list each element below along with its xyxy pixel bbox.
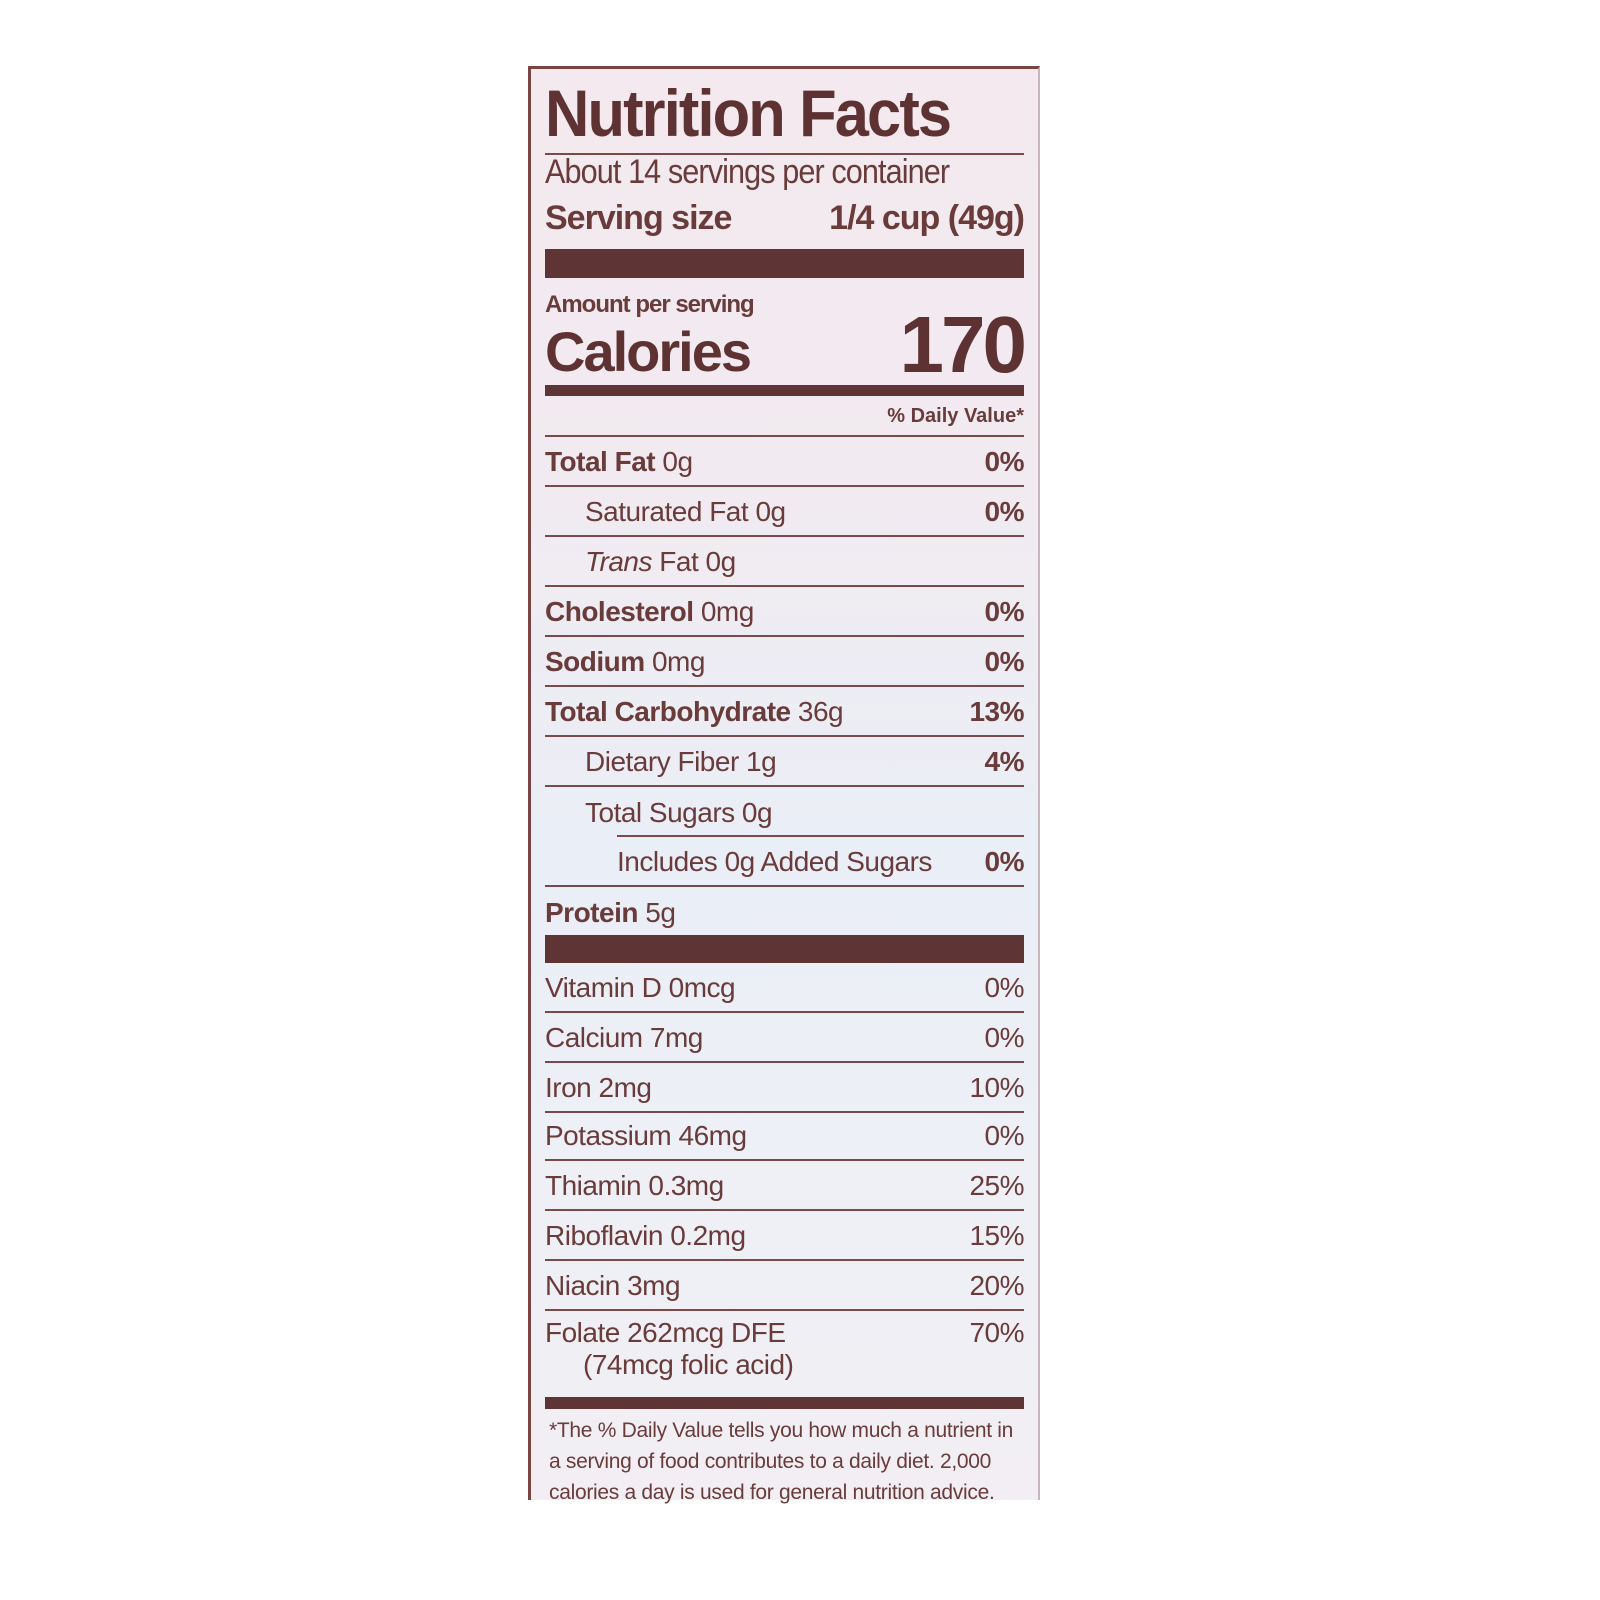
label-text: 0% <box>984 446 1025 477</box>
label-text: 70% <box>969 1317 1024 1348</box>
label-text: Total Fat <box>545 446 656 477</box>
label-text: Total Carbohydrate <box>545 696 791 727</box>
vitamin-row-potassium: Potassium 46mg 0% <box>545 1113 1025 1161</box>
label-text: 4% <box>984 746 1025 777</box>
serving-size-label: Serving size <box>545 199 732 237</box>
thick-divider <box>545 249 1024 278</box>
divider <box>617 835 1024 837</box>
label-text: Dietary Fiber <box>585 746 739 777</box>
divider <box>545 435 1024 437</box>
label-text: 0% <box>984 1120 1025 1151</box>
label-text: Sodium <box>545 646 645 677</box>
label-text: Thiamin 0.3mg <box>545 1170 724 1201</box>
nutrient-row-dietary-fiber: Dietary Fiber 1g 4% <box>545 739 1025 787</box>
serving-size: Serving size 1/4 cup (49g) <box>545 199 1025 238</box>
vitamin-row-vitamin-d: Vitamin D 0mcg 0% <box>545 965 1025 1013</box>
label-text: Riboflavin 0.2mg <box>545 1220 746 1251</box>
label-text: Folate 262mcg DFE <box>545 1317 786 1348</box>
label-text: Total Sugars <box>585 797 735 828</box>
label-text: 0% <box>984 846 1025 877</box>
vitamin-row-iron: Iron 2mg 10% <box>545 1065 1024 1113</box>
label-text: Saturated Fat <box>585 496 749 527</box>
label-text: 0% <box>984 1022 1025 1053</box>
nutrient-row-total-carbohydrate: Total Carbohydrate 36g 13% <box>545 689 1024 737</box>
label-title: Nutrition Facts <box>545 76 952 150</box>
servings-per-container: About 14 servings per container <box>545 153 950 191</box>
calories-value: 170 <box>899 300 1027 389</box>
calories-label: Calories <box>545 320 752 383</box>
label-text: 25% <box>969 1170 1024 1201</box>
nutrient-row-sodium: Sodium 0mg 0% <box>545 639 1025 687</box>
label-text: Potassium 46mg <box>545 1120 747 1151</box>
daily-value-header: % Daily Value* <box>887 405 1024 427</box>
vitamin-row-niacin: Niacin 3mg 20% <box>545 1263 1024 1311</box>
label-text: 0mg <box>651 646 705 677</box>
serving-size-value: 1/4 cup (49g) <box>829 199 1025 237</box>
label-text: 13% <box>969 696 1024 727</box>
vitamin-row-calcium: Calcium 7mg 0% <box>545 1015 1025 1063</box>
label-text: 0% <box>984 646 1025 677</box>
label-text: Vitamin D 0mcg <box>545 972 736 1003</box>
nutrient-row-saturated-fat: Saturated Fat 0g 0% <box>545 489 1025 537</box>
amount-per-serving: Amount per serving <box>545 291 755 318</box>
label-text: 5g <box>645 897 676 928</box>
label-text: 15% <box>969 1220 1024 1251</box>
label-text: 20% <box>969 1270 1024 1301</box>
label-text: Calcium 7mg <box>545 1022 703 1053</box>
label-text: Fat <box>659 546 699 577</box>
label-text: (74mcg folic acid) <box>583 1349 794 1380</box>
label-text: 1g <box>746 746 777 777</box>
nutrient-row-total-sugars: Total Sugars 0g <box>545 789 1024 837</box>
label-text: Trans <box>585 546 653 577</box>
label-text: 0g <box>705 546 737 577</box>
nutrient-row-total-fat: Total Fat 0g 0% <box>545 439 1025 487</box>
label-text: 0mg <box>700 596 754 627</box>
medium-divider <box>545 1397 1024 1409</box>
label-text: 36g <box>797 696 844 727</box>
nutrient-row-trans-fat: Trans Fat 0g <box>545 539 1024 587</box>
nutrient-row-added-sugars: Includes 0g Added Sugars 0% <box>545 839 1025 887</box>
divider <box>545 153 1024 155</box>
label-text: 10% <box>969 1072 1024 1103</box>
nutrition-facts-label: Nutrition Facts About 14 servings per co… <box>528 66 1040 1504</box>
label-text: Cholesterol <box>545 596 694 627</box>
footnote: *The % Daily Value tells you how much a … <box>549 1419 1014 1504</box>
vitamin-row-thiamin: Thiamin 0.3mg 25% <box>545 1163 1024 1211</box>
nutrient-row-cholesterol: Cholesterol 0mg 0% <box>545 589 1025 637</box>
nutrient-row-protein: Protein 5g <box>545 889 1024 937</box>
label-text: 0g <box>741 797 773 828</box>
label-text: Includes 0g Added Sugars <box>617 846 932 877</box>
label-text: Protein <box>545 897 638 928</box>
vitamin-row-folate: Folate 262mcg DFE (74mcg folic acid) 70% <box>545 1313 1024 1397</box>
label-text: 0% <box>984 596 1025 627</box>
label-text: 0g <box>755 496 786 527</box>
label-text: 0% <box>984 496 1025 527</box>
thick-divider <box>545 935 1024 963</box>
medium-divider <box>545 385 1024 396</box>
label-text: Niacin 3mg <box>545 1270 681 1301</box>
label-text: 0% <box>984 972 1025 1003</box>
label-text: Iron 2mg <box>545 1072 652 1103</box>
label-text: 0g <box>662 446 693 477</box>
vitamin-row-riboflavin: Riboflavin 0.2mg 15% <box>545 1213 1024 1261</box>
